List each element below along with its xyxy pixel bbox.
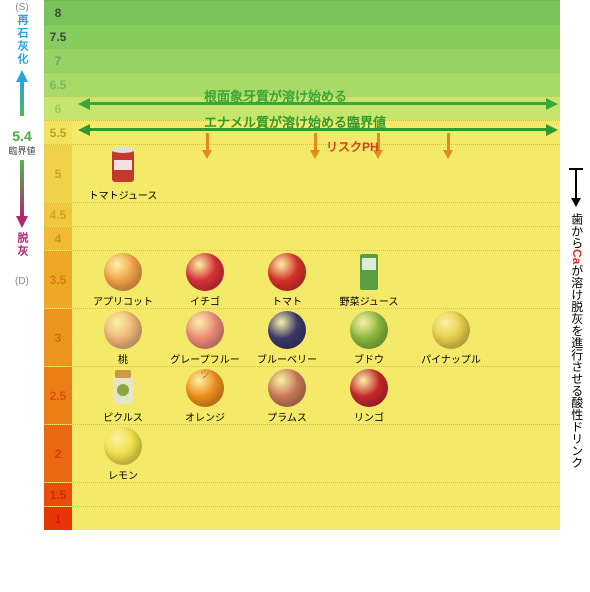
food-icon [104,311,142,349]
ph-tick: 4.5 [44,203,72,226]
band-label: エナメル質が溶け始める臨界値 [204,112,386,131]
food-label: アプリコット [84,293,162,308]
arrow-down-icon [16,216,28,228]
arrow-up-icon [16,70,28,82]
s-marker: (S) [0,2,44,13]
food-label: 桃 [84,351,162,366]
arrow-shaft-lower [20,160,24,216]
food-icon [186,311,224,349]
food-label: トマト [248,293,326,308]
ph-tick: 1 [44,507,72,530]
food-item: レモン [84,427,162,482]
food-item: パイナップル [412,311,490,366]
food-label: パイナップル [412,351,490,366]
ph-tick: 5.5 [44,121,72,144]
food-item: ピクルス [84,369,162,424]
food-label: 野菜ジュース [330,293,408,308]
food-icon [186,253,224,291]
food-icon [104,369,142,407]
food-item: トマトジュース [84,147,162,202]
food-icon [268,253,306,291]
ph-tick: 6.5 [44,73,72,96]
right-text: 歯からCaが溶け脱灰を進行させる酸性ドリンク [568,213,584,468]
food-label: オレンジ [166,409,244,424]
threshold-label: 臨界値 [0,144,44,157]
ph-chart: 87.576.565.554.543.532.521.51 根面象牙質が溶け始める… [44,0,560,592]
ph-row: 4.5 [44,202,560,226]
food-item: アプリコット [84,253,162,308]
food-icon [268,311,306,349]
ph-tick: 2.5 [44,367,72,424]
food-label: プラムス [248,409,326,424]
demineralize-block: 脱灰 [0,160,44,258]
demineralize-label: 脱灰 [14,232,30,258]
food-label: リンゴ [330,409,408,424]
right-shaft [575,170,577,198]
food-item: ブルーベリー [248,311,326,366]
food-icon [104,427,142,465]
left-axis-rail: (S) 再石灰化 5.4 臨界値 脱灰 (D) [0,0,44,592]
food-label: レモン [84,467,162,482]
food-icon [104,147,142,185]
food-item: リンゴ [330,369,408,424]
food-item: 野菜ジュース [330,253,408,308]
right-text-post: が溶け脱灰を進行させる酸性ドリンク [570,264,584,468]
food-icon [268,369,306,407]
food-icon [186,369,224,407]
food-item: ブドウ [330,311,408,366]
remineralize-block: 再石灰化 [0,14,44,116]
ph-row: 7.5 [44,24,560,48]
ph-tick: 3 [44,309,72,366]
ph-tick: 7 [44,49,72,72]
food-item: プラムス [248,369,326,424]
food-icon [350,369,388,407]
food-icon [350,311,388,349]
ph-tick: 2 [44,425,72,482]
food-item: トマト [248,253,326,308]
ph-tick: 8 [44,1,72,24]
risk-ph-label: リスクPH [326,138,379,155]
right-arrow-down-icon [571,198,581,207]
food-label: ブドウ [330,351,408,366]
d-marker: (D) [0,276,44,287]
ph-tick: 6 [44,97,72,120]
threshold-block: 5.4 臨界値 [0,128,44,157]
food-icon [104,253,142,291]
risk-arrow-icon [447,133,450,151]
ph-tick: 1.5 [44,483,72,506]
food-icon [432,311,470,349]
food-item: イチゴ [166,253,244,308]
ph-row: 1 [44,506,560,530]
remineralize-label: 再石灰化 [14,14,30,66]
food-icon [350,253,388,291]
ph-tick: 7.5 [44,25,72,48]
arrow-shaft-upper [20,82,24,116]
ph-tick: 5 [44,145,72,202]
food-label: ブルーベリー [248,351,326,366]
band-label: 根面象牙質が溶け始める [204,86,347,105]
ph-tick: 4 [44,227,72,250]
food-item: 桃 [84,311,162,366]
ph-row: 7 [44,48,560,72]
right-text-ca: Ca [570,249,584,264]
ph-tick: 3.5 [44,251,72,308]
risk-arrow-icon [314,133,317,151]
risk-arrow-icon [206,133,209,151]
right-rail: 歯からCaが溶け脱灰を進行させる酸性ドリンク [564,168,588,468]
ph-row: 4 [44,226,560,250]
threshold-value: 5.4 [0,128,44,144]
food-item: オレンジ [166,369,244,424]
food-label: トマトジュース [84,187,162,202]
ph-row: 1.5 [44,482,560,506]
food-label: ピクルス [84,409,162,424]
ph-row: 8 [44,0,560,24]
food-label: イチゴ [166,293,244,308]
right-text-pre: 歯から [570,213,584,249]
